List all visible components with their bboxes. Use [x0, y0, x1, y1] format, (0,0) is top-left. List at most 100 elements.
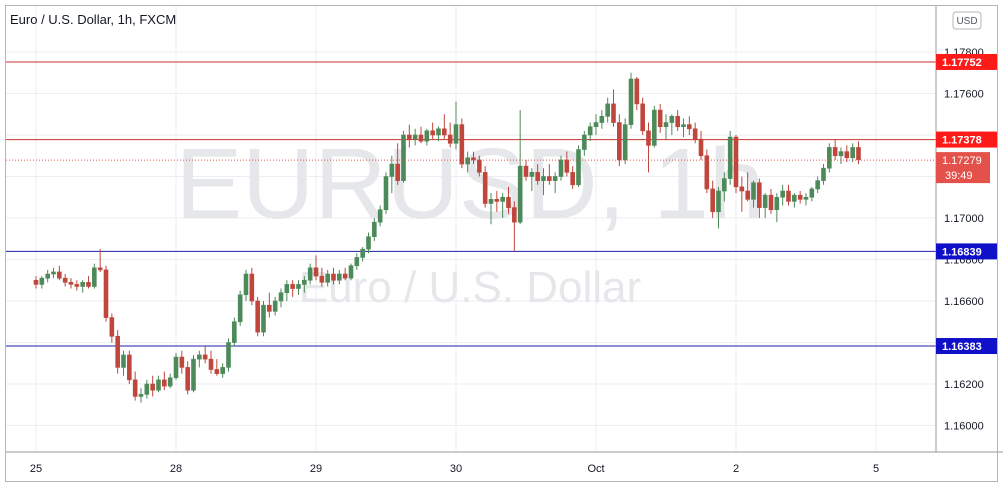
candle-body: [564, 159, 570, 173]
candle-body: [319, 275, 325, 283]
candle-body: [593, 122, 599, 128]
candle-body: [529, 172, 535, 177]
candle-body: [803, 196, 809, 200]
candle-body: [302, 279, 307, 285]
candle-body: [412, 134, 418, 140]
candle-body: [482, 172, 488, 204]
candle-body: [33, 279, 39, 285]
candle-body: [127, 354, 132, 381]
candle-body: [401, 134, 406, 181]
candle-body: [121, 354, 126, 368]
candle-body: [109, 317, 115, 337]
candle-body: [191, 358, 196, 391]
candle-body: [552, 176, 558, 181]
candle-body: [827, 147, 832, 169]
candle-body: [669, 116, 675, 123]
candle-body: [792, 194, 797, 202]
chart-frame: [5, 5, 998, 482]
price-tick-label: 1.16000: [944, 421, 984, 433]
candle-body: [517, 165, 523, 223]
candle-body: [348, 265, 354, 279]
candle-body: [576, 149, 581, 186]
candle-body: [459, 124, 465, 165]
candle-body: [733, 136, 739, 188]
candle-body: [167, 377, 173, 387]
candle-body: [372, 221, 377, 237]
candle-body: [202, 354, 208, 360]
candle-body: [208, 358, 214, 370]
candle-body: [488, 199, 494, 204]
candle-body: [745, 190, 750, 200]
candle-body: [430, 130, 435, 136]
candle-body: [261, 304, 266, 333]
candle-body: [132, 379, 138, 397]
candle-body: [704, 155, 710, 190]
candles: [33, 72, 861, 403]
candle-body: [255, 300, 260, 333]
candle-body: [284, 284, 290, 293]
grid: [6, 6, 935, 451]
candle-body: [500, 196, 505, 202]
candle-body: [307, 267, 313, 281]
candle-body: [237, 294, 243, 323]
candle-body: [92, 267, 97, 287]
candle-body: [325, 273, 330, 283]
candle-body: [424, 130, 430, 142]
candle-body: [506, 196, 511, 208]
candle-body: [512, 207, 517, 223]
candle-body: [68, 282, 74, 285]
candle-body: [628, 78, 634, 125]
candle-body: [156, 379, 161, 391]
candle-body: [640, 103, 645, 132]
candle-body: [162, 379, 167, 387]
candle-body: [797, 194, 803, 200]
candle-body: [39, 277, 45, 285]
current-price-marker: 1.17279 39:49: [6, 152, 990, 184]
resistance-label: 1.17752: [942, 57, 982, 69]
candle-body: [220, 367, 225, 374]
candle-body: [45, 273, 50, 279]
candle-body: [523, 165, 529, 177]
candle-body: [407, 134, 412, 140]
candle-body: [570, 172, 575, 186]
candle-body: [296, 284, 301, 289]
time-tick-label: 29: [310, 463, 322, 475]
candle-body: [86, 282, 91, 287]
candle-body: [465, 157, 470, 165]
candle-body: [687, 124, 692, 130]
candle-body: [57, 271, 62, 279]
current-price-label-bg: [936, 152, 990, 184]
time-axis[interactable]: 25 28 29 30 Oct 2 5: [30, 463, 879, 475]
candle-body: [173, 356, 179, 379]
candle-body: [547, 176, 552, 181]
candle-body: [138, 394, 144, 397]
watermark-name: Euro / U.S. Dollar: [299, 263, 641, 312]
candle-body: [774, 196, 780, 210]
candle-body: [331, 273, 336, 281]
candle-body: [103, 269, 109, 318]
candle-body: [768, 194, 774, 211]
price-axis-background: [936, 5, 1003, 452]
candle-body: [809, 188, 815, 198]
candle-body: [646, 130, 651, 146]
time-tick-label: 28: [170, 463, 182, 475]
candle-body: [197, 354, 202, 360]
candle-body: [815, 180, 820, 190]
candle-body: [722, 178, 727, 192]
candle-body: [856, 147, 861, 161]
candle-body: [739, 186, 745, 192]
candle-body: [838, 151, 844, 157]
support-label-bg: [936, 243, 998, 260]
price-tick-label: 1.16200: [944, 379, 984, 391]
time-tick-label: 5: [873, 463, 879, 475]
chart-title: Euro / U.S. Dollar, 1h, FXCM: [10, 12, 176, 27]
currency-badge[interactable]: [952, 11, 982, 30]
candle-body: [115, 335, 120, 368]
candle-body: [471, 157, 476, 161]
candle-body: [226, 342, 231, 368]
candle-body: [844, 151, 850, 159]
candle-body: [453, 124, 459, 144]
